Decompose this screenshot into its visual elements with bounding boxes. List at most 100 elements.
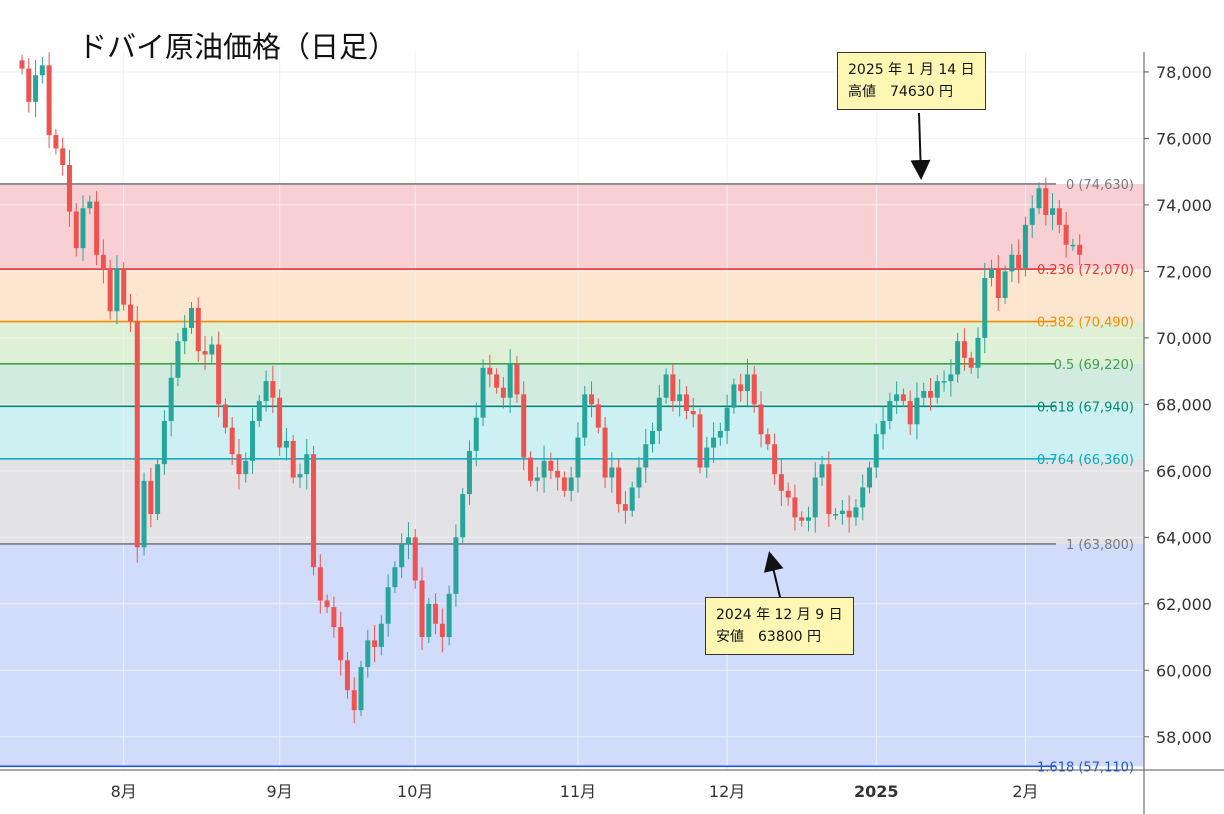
candle-body	[256, 401, 262, 421]
candle-body	[799, 517, 805, 521]
candle-body	[426, 603, 432, 638]
candle-body	[53, 135, 59, 149]
candle-body	[317, 567, 323, 601]
candle-body	[961, 341, 967, 358]
candle-body	[39, 65, 45, 76]
fib-level-label: 1.618 (57,110)	[1037, 760, 1134, 775]
candle-body	[222, 404, 228, 428]
candle-body	[507, 364, 513, 398]
candle-body	[250, 420, 256, 461]
y-tick-label: 66,000	[1156, 462, 1212, 481]
candle-body	[60, 148, 66, 166]
candle-body	[46, 65, 52, 136]
candle-body	[928, 391, 934, 398]
low-date: 2024 年 12 月 9 日	[716, 607, 843, 623]
candle-body	[392, 567, 398, 588]
high-arrow	[910, 112, 931, 180]
y-tick-label: 78,000	[1156, 63, 1212, 82]
candle-body	[907, 401, 913, 425]
candle-body	[561, 477, 567, 491]
candle-body	[80, 208, 86, 249]
fib-level-label: 0.618 (67,940)	[1037, 400, 1134, 415]
candle-body	[717, 430, 723, 438]
candle-body	[900, 394, 906, 402]
candle-body	[127, 304, 133, 322]
fib-zone	[0, 406, 1144, 459]
y-tick-label: 74,000	[1156, 196, 1212, 215]
candle-body	[846, 510, 852, 518]
candle-body	[243, 460, 249, 475]
candle-body	[216, 344, 222, 405]
fib-level-label: 0.236 (72,070)	[1037, 263, 1134, 278]
candle-body	[894, 394, 900, 402]
candle-body	[446, 593, 452, 638]
candle-body	[989, 268, 995, 279]
candle-body	[209, 344, 215, 355]
candle-body	[168, 377, 174, 421]
candle-body	[711, 437, 717, 448]
candle-body	[839, 510, 845, 515]
low-label: 安値	[716, 629, 744, 645]
candle-body	[826, 464, 832, 515]
candle-body	[948, 374, 954, 382]
candle-body	[182, 327, 188, 342]
candle-body	[867, 467, 872, 488]
candle-body	[175, 341, 181, 378]
candle-body	[833, 514, 839, 516]
candle-body	[968, 357, 974, 368]
candle-body	[399, 543, 405, 568]
candle-body	[365, 640, 371, 667]
x-tick-label: 12月	[709, 782, 745, 801]
candle-body	[500, 387, 506, 398]
candle-body	[982, 278, 988, 338]
candle-body	[778, 474, 784, 491]
candle-body	[453, 537, 459, 594]
candle-body	[195, 307, 201, 352]
candle-body	[236, 454, 242, 475]
candle-body	[595, 404, 601, 428]
high-value: 74630 円	[890, 84, 953, 100]
x-tick-label: 8月	[111, 782, 137, 801]
candle-body	[1043, 188, 1049, 215]
candle-body	[26, 68, 32, 102]
candle-body	[480, 367, 486, 418]
candle-body	[1036, 188, 1042, 209]
candle-body	[338, 627, 344, 661]
candle-body	[107, 268, 113, 312]
candle-body	[1009, 254, 1015, 272]
candle-body	[887, 401, 893, 421]
candle-body	[1002, 271, 1008, 298]
candle-body	[589, 394, 595, 405]
candle-body	[616, 467, 622, 505]
candle-body	[277, 397, 283, 448]
candle-body	[466, 450, 472, 495]
candle-body	[94, 201, 100, 255]
candle-body	[690, 411, 696, 415]
candle-body	[521, 394, 527, 458]
candle-body	[670, 374, 676, 402]
candle-body	[141, 480, 147, 548]
candle-body	[304, 454, 310, 475]
y-tick-label: 70,000	[1156, 329, 1212, 348]
candle-body	[1050, 208, 1056, 215]
y-tick-label: 58,000	[1156, 728, 1212, 747]
candle-body	[575, 437, 581, 478]
candle-body	[534, 477, 540, 481]
candle-body	[758, 404, 764, 435]
candle-body	[568, 477, 574, 491]
low-arrow	[763, 551, 784, 598]
candle-body	[33, 75, 39, 102]
candle-body	[460, 494, 466, 538]
candle-body	[819, 464, 825, 478]
candle-body	[697, 414, 703, 468]
candle-body	[283, 440, 289, 448]
candle-body	[995, 268, 1001, 298]
candle-body	[1029, 208, 1035, 225]
candle-body	[921, 391, 927, 398]
y-tick-label: 60,000	[1156, 661, 1212, 680]
fib-zone	[0, 458, 1144, 544]
candle-body	[677, 394, 683, 402]
candle-body	[975, 337, 981, 368]
candle-body	[548, 460, 554, 471]
candle-body	[853, 507, 859, 518]
